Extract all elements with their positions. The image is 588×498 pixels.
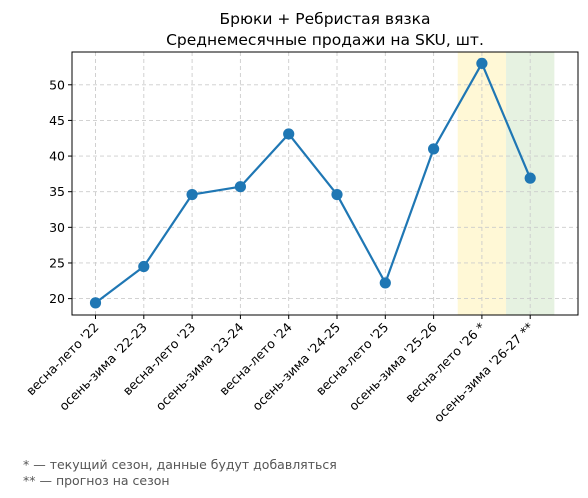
x-tick-label: осень-зима '25-26: [346, 319, 440, 413]
data-point: [283, 128, 295, 140]
plot-frame: [71, 51, 579, 316]
data-point: [89, 297, 102, 309]
chart-title: Брюки + Ребристая вязка: [219, 10, 430, 28]
x-tick-label: осень-зима '26-27 **: [431, 320, 537, 426]
data-point: [379, 277, 391, 289]
x-tick-label: осень-зима '23-24: [153, 319, 247, 413]
y-tick-label: 30: [49, 220, 65, 235]
data-point: [138, 260, 150, 273]
series-line: [94, 62, 532, 304]
x-tick-label: осень-зима '22-23: [56, 320, 150, 414]
y-tick-label: 25: [49, 255, 65, 270]
y-tick-label: 50: [49, 77, 65, 92]
footnote-forecast: ** — прогноз на сезон: [23, 473, 170, 488]
data-point: [331, 188, 343, 201]
y-tick-label: 20: [49, 291, 65, 306]
y-tick-label: 35: [49, 184, 65, 199]
data-point: [428, 143, 440, 155]
data-point: [186, 188, 198, 201]
y-tick-label: 45: [49, 113, 65, 128]
y-axis-ticks: 20 25 30 35 40 45 50: [49, 77, 72, 306]
y-tick-label: 40: [49, 149, 65, 164]
x-tick-label: осень-зима '24-25: [249, 320, 343, 414]
grid-lines: [72, 52, 578, 315]
data-point: [234, 181, 246, 193]
data-point: [476, 57, 488, 70]
series-points: [89, 57, 536, 309]
data-point: [524, 172, 536, 184]
highlight-bands: [457, 52, 555, 315]
chart-subtitle: Среднемесячные продажи на SKU, шт.: [166, 31, 484, 49]
footnote-current-season: * — текущий сезон, данные будут добавлят…: [23, 457, 337, 472]
